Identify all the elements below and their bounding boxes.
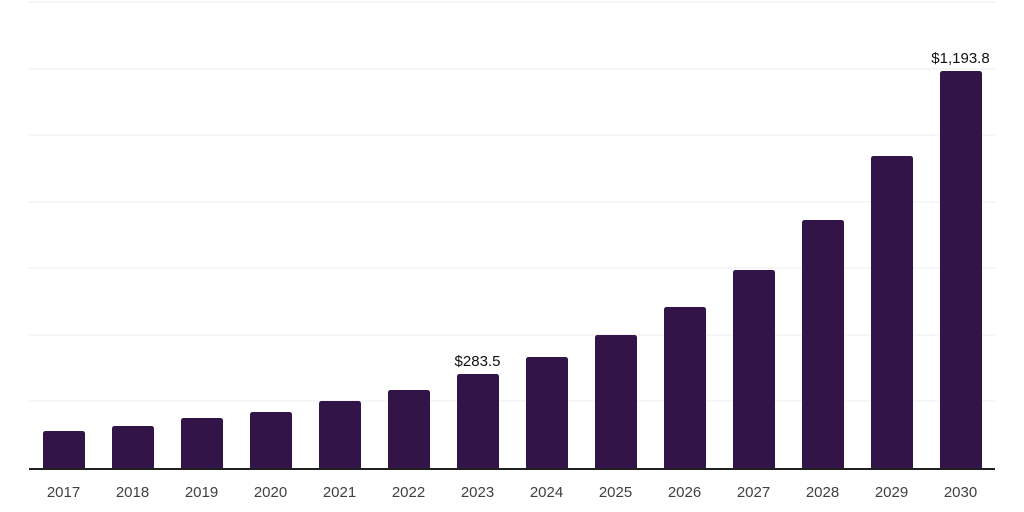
- bar-2022: [387, 389, 430, 468]
- bar-2030: [939, 70, 982, 468]
- gridlines: [29, 1, 995, 468]
- x-tick-2021: 2021: [322, 484, 357, 501]
- bar-group-2023: $283.5: [443, 2, 512, 468]
- x-tick-2026: 2026: [667, 484, 702, 501]
- gridline-1200: [29, 68, 995, 70]
- gridline-600: [29, 267, 995, 269]
- x-tick-2020: 2020: [253, 484, 288, 501]
- x-axis-labels: 2017 2018 2019 2020 2021 2022 2023 2024 2025 2026…: [29, 484, 995, 501]
- x-tick-2019: 2019: [184, 484, 219, 501]
- plot-area: $283.5 $1,193.8: [29, 1, 995, 470]
- bar-group-2025: [581, 2, 650, 468]
- bar-group-2030: $1,193.8: [926, 2, 995, 468]
- x-axis-line: [29, 468, 995, 470]
- bar-2019: [180, 418, 223, 468]
- bar-group-2026: [650, 2, 719, 468]
- bar-2028: [801, 220, 844, 468]
- bar-group-2027: [719, 2, 788, 468]
- x-tick-2018: 2018: [115, 484, 150, 501]
- bar-2027: [732, 269, 775, 468]
- bar-2023: [456, 373, 499, 468]
- x-tick-2028: 2028: [805, 484, 840, 501]
- bar-group-2017: [29, 2, 98, 468]
- x-tick-2025: 2025: [598, 484, 633, 501]
- bar-2017: [42, 431, 85, 468]
- bar-group-2029: [857, 2, 926, 468]
- x-tick-2022: 2022: [391, 484, 426, 501]
- x-tick-2029: 2029: [874, 484, 909, 501]
- gridline-1400: [29, 1, 995, 3]
- bar-2025: [594, 335, 637, 468]
- x-tick-2023: 2023: [460, 484, 495, 501]
- bar-group-2028: [788, 2, 857, 468]
- bars: $283.5 $1,193.8: [29, 2, 995, 468]
- x-tick-2017: 2017: [46, 484, 81, 501]
- bar-group-2019: [167, 2, 236, 468]
- bar-2026: [663, 306, 706, 468]
- bar-group-2024: [512, 2, 581, 468]
- bar-2029: [870, 156, 913, 468]
- bar-group-2018: [98, 2, 167, 468]
- x-tick-2027: 2027: [736, 484, 771, 501]
- gridline-1000: [29, 134, 995, 136]
- bar-2021: [318, 401, 361, 468]
- bar-value-label-2023: $283.5: [454, 352, 501, 370]
- bar-2018: [111, 425, 154, 468]
- bar-value-label-2030: $1,193.8: [931, 49, 990, 67]
- gridline-800: [29, 201, 995, 203]
- bar-2020: [249, 411, 292, 468]
- bar-group-2022: [374, 2, 443, 468]
- x-tick-2024: 2024: [529, 484, 564, 501]
- bar-2024: [525, 356, 568, 468]
- bar-group-2020: [236, 2, 305, 468]
- x-tick-2030: 2030: [943, 484, 978, 501]
- bar-group-2021: [305, 2, 374, 468]
- gridline-200: [29, 400, 995, 402]
- gridline-400: [29, 334, 995, 336]
